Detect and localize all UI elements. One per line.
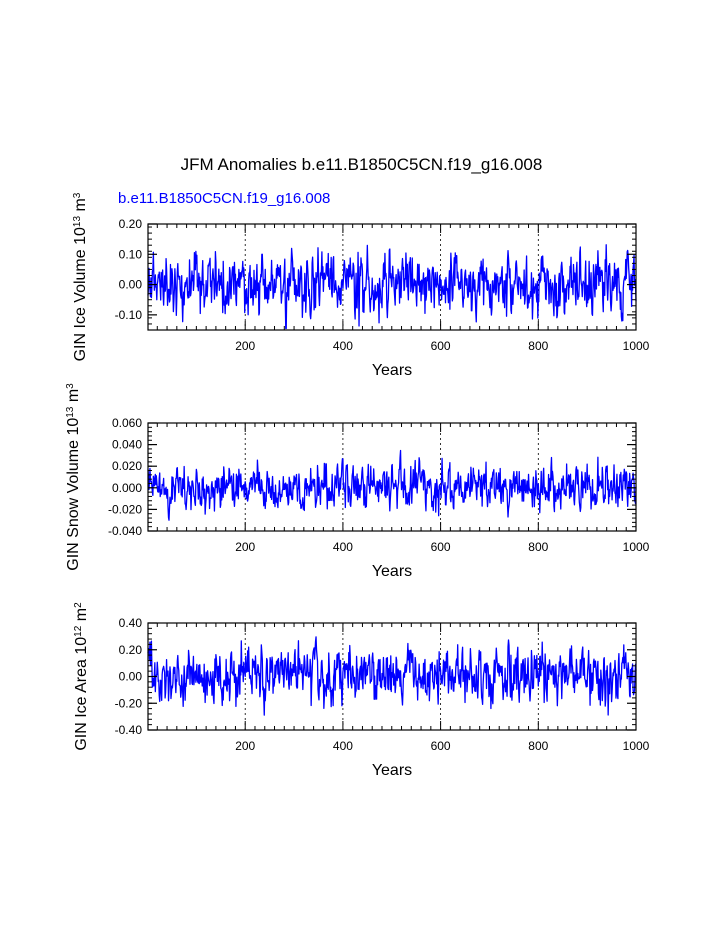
series-line [147,449,637,521]
ytick-label: 0.040 [112,438,142,452]
yaxis-title: GIN Ice Volume 1013 m3 [72,192,90,361]
xtick-label: 600 [431,540,451,554]
yaxis-title-part: GIN Snow Volume 10 [65,418,82,571]
xaxis-title: Years [372,762,412,779]
yaxis-title-part: GIN Ice Area 10 [73,637,90,751]
ytick-label: 0.060 [112,416,142,430]
ytick-label: 0.20 [119,217,143,231]
ytick-label: -0.20 [115,696,143,710]
yaxis-title-superscript: 12 [73,625,84,637]
xaxis-title: Years [372,563,412,580]
ytick-label: -0.40 [115,723,143,737]
xtick-label: 600 [431,339,451,353]
ytick-label: 0.10 [119,247,143,261]
xtick-label: 400 [333,339,353,353]
ytick-label: -0.10 [115,308,143,322]
ytick-label: -0.040 [108,524,142,538]
ytick-label: 0.00 [119,278,143,292]
xtick-label: 200 [235,339,255,353]
ytick-label: 0.40 [119,616,143,630]
xtick-label: 400 [333,739,353,753]
yaxis-title-superscript: 3 [72,192,83,198]
ytick-label: 0.00 [119,670,143,684]
yaxis-title-part: m [72,198,89,216]
ytick-label: -0.020 [108,502,142,516]
series-line [147,636,637,716]
xtick-label: 1000 [623,739,650,753]
yaxis-title-superscript: 3 [65,383,76,389]
xtick-label: 200 [235,739,255,753]
xtick-label: 600 [431,739,451,753]
yaxis-title-part: m [65,389,82,407]
yaxis-title-part: m [73,608,90,626]
series-line [147,244,637,330]
xtick-label: 800 [528,540,548,554]
ytick-label: 0.000 [112,481,142,495]
yaxis-title-superscript: 13 [65,406,76,418]
chart-panel-snow-volume: -0.040 -0.020 0.000 0.020 0.040 0.060 200 400 60… [65,383,650,580]
ytick-label: 0.020 [112,459,142,473]
xtick-label: 1000 [623,339,650,353]
yaxis-title: GIN Ice Area 1012 m2 [73,602,91,751]
xtick-label: 200 [235,540,255,554]
yaxis-title-superscript: 13 [72,216,83,228]
xtick-label: 800 [528,739,548,753]
yaxis-title-part: GIN Ice Volume 10 [72,227,89,361]
xtick-label: 400 [333,540,353,554]
xtick-label: 1000 [623,540,650,554]
xaxis-title: Years [372,362,412,379]
yaxis-title-superscript: 2 [73,602,84,608]
chart-panel-ice-volume: -0.10 0.00 0.10 0.20 200 400 600 800 1000 Years GI… [72,192,650,379]
case-label: b.e11.B1850C5CN.f19_g16.008 [118,190,331,207]
yaxis-title: GIN Snow Volume 1013 m3 [65,383,83,571]
chart-panel-ice-area: -0.40 -0.20 0.00 0.20 0.40 200 400 600 800 1000 Ye… [73,602,650,779]
page-title: JFM Anomalies b.e11.B1850C5CN.f19_g16.00… [180,155,543,174]
xtick-label: 800 [528,339,548,353]
ytick-label: 0.20 [119,643,143,657]
